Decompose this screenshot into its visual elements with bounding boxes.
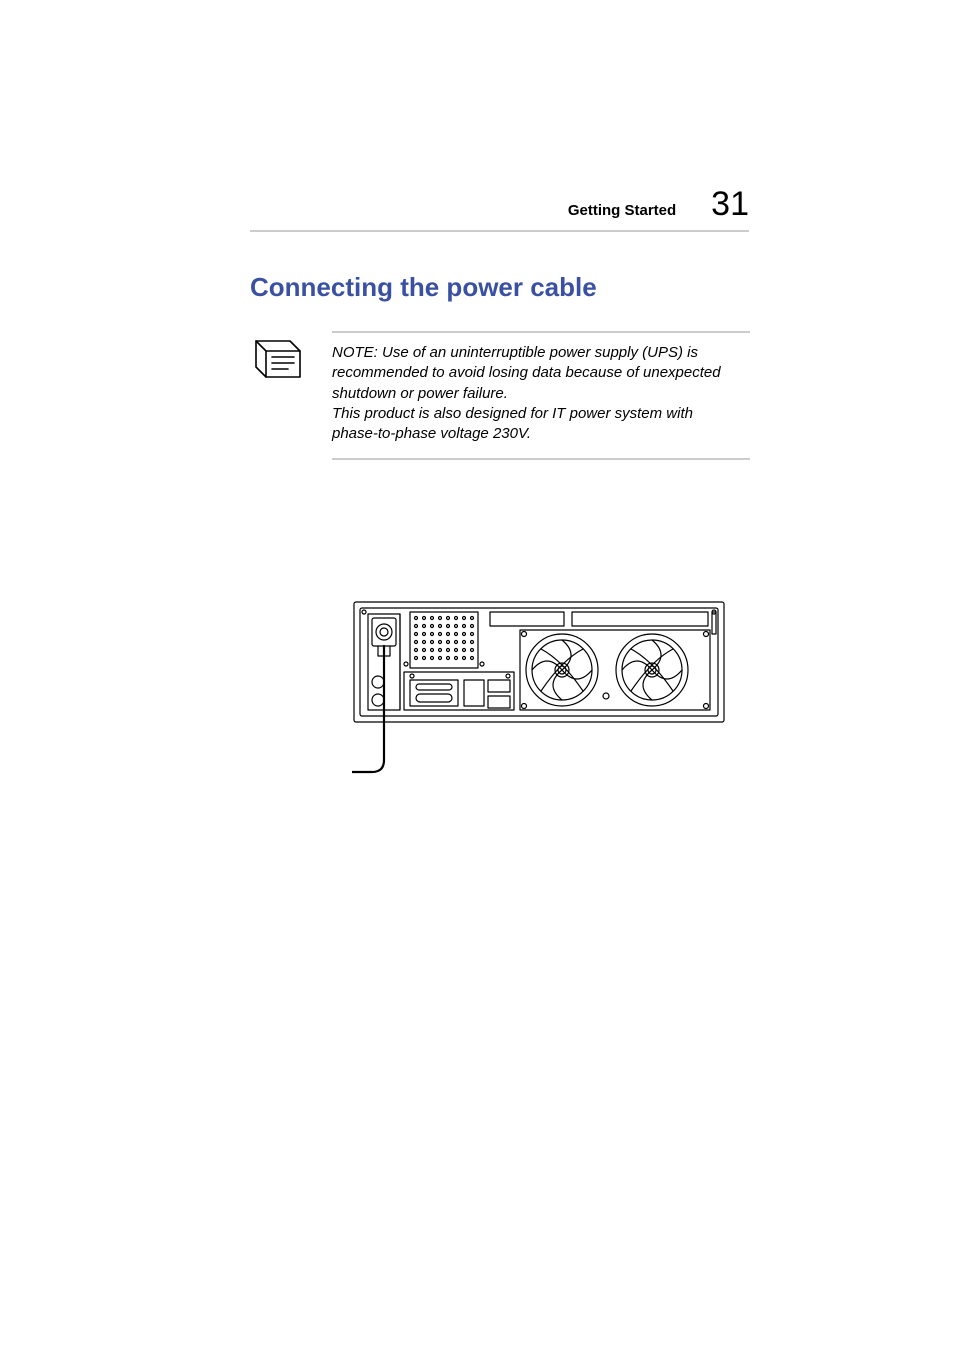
note-block: NOTE: Use of an uninterruptible power su… <box>250 331 749 460</box>
note-rule-bottom <box>332 458 750 460</box>
server-diagram <box>250 600 749 795</box>
note-icon <box>250 331 302 386</box>
note-rule-top <box>332 331 750 333</box>
note-content: NOTE: Use of an uninterruptible power su… <box>332 331 750 460</box>
header-rule <box>250 230 749 232</box>
page-header: Getting Started 31 <box>250 185 749 224</box>
main-heading: Connecting the power cable <box>250 272 749 303</box>
note-text: NOTE: Use of an uninterruptible power su… <box>332 343 742 444</box>
section-title: Getting Started <box>568 202 676 219</box>
page-number: 31 <box>711 185 749 224</box>
